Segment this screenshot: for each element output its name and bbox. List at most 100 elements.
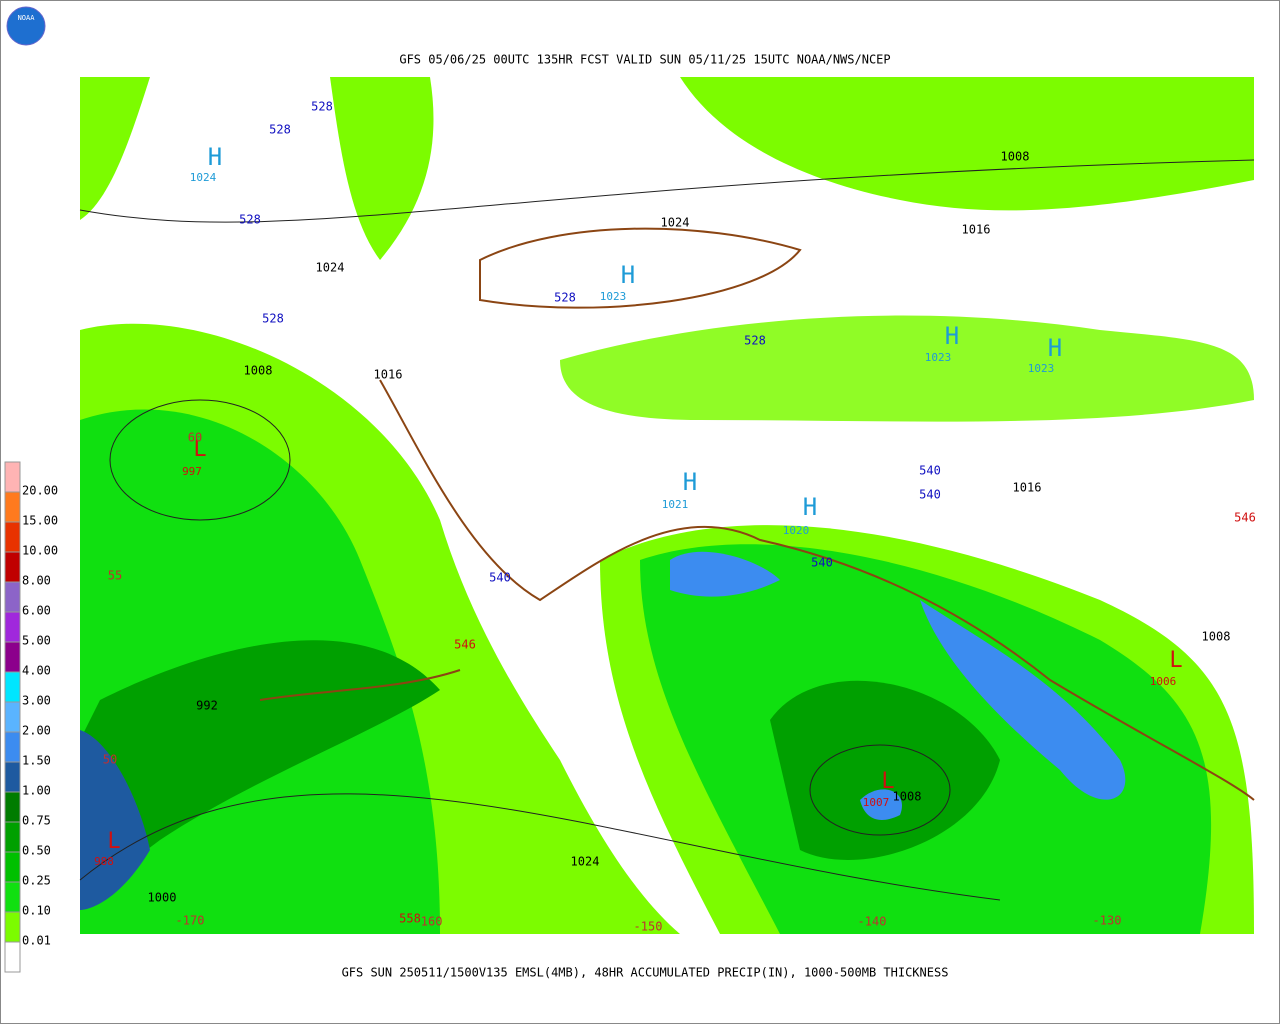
high-pressure: 1023 [925,351,952,364]
legend-swatch [4,941,21,973]
caption: GFS SUN 250511/1500V135 EMSL(4MB), 48HR … [342,966,949,980]
high-symbol: H [945,322,959,350]
legend: 0.01 0.10 0.25 0.50 0.75 1.00 1.50 2.00 3.00 4.00… [4,461,58,973]
high-symbol: H [803,493,817,521]
precip [80,640,440,900]
low-symbol: L [881,769,894,794]
latitude-label: 60 [188,431,202,445]
legend-swatch [4,881,21,913]
title: GFS 05/06/25 00UTC 135HR FCST VALID SUN … [399,53,890,67]
latitude-label: 50 [103,753,117,767]
precip [860,789,902,820]
low-symbol: L [1169,648,1182,673]
isobar-label: 1008 [1001,150,1030,164]
legend-label: 1.00 [22,784,51,798]
isobar-label: 1008 [1202,630,1231,644]
longitude-label: -150 [634,920,663,934]
legend-swatch [4,731,21,763]
thickness-label: 528 [262,312,284,326]
thickness-label: 546 [454,638,476,652]
low-symbol: L [193,437,206,462]
legend-swatch [4,851,21,883]
legend-label: 0.50 [22,844,51,858]
legend-label: 8.00 [22,574,51,588]
precip [560,315,1254,422]
high-symbol: H [683,468,697,496]
legend-swatch [4,461,21,493]
legend-swatch [4,911,21,943]
coastline [379,379,1255,801]
legend-swatch [4,521,21,553]
low-symbol: L [107,829,120,854]
precip [670,551,780,597]
precip [330,77,434,260]
low-pressure: 997 [182,465,202,478]
legend-swatch [4,761,21,793]
longitude-label: -140 [858,915,887,929]
isobar-label: 1008 [244,364,273,378]
thickness-label: 528 [554,291,576,305]
legend-label: 6.00 [22,604,51,618]
high-pressure: 1023 [1028,362,1055,375]
legend-swatch [4,491,21,523]
high-pressure: 1020 [783,524,810,537]
thickness-label: 540 [919,464,941,478]
precip [920,600,1126,800]
isobar-label: 1008 [893,790,922,804]
legend-swatch [4,641,21,673]
logo-text: NOAA [18,14,36,22]
thickness-label: 528 [239,213,261,227]
thickness-label: 546 [1234,511,1256,525]
isobar [109,399,291,521]
isobar-label: 1016 [962,223,991,237]
logo [6,6,46,46]
isobar [79,159,1255,223]
high-pressure: 1023 [600,290,627,303]
map [79,77,1255,934]
longitude-label: -170 [176,914,205,928]
precip [80,77,150,220]
isobar-label: 1024 [661,216,690,230]
isobar-label: 992 [196,699,218,713]
legend-label: 0.25 [22,874,51,888]
legend-label: 15.00 [22,514,58,528]
legend-label: 10.00 [22,544,58,558]
legend-swatch [4,551,21,583]
legend-label: 0.75 [22,814,51,828]
thickness-label: 528 [269,123,291,137]
legend-label: 0.01 [22,934,51,948]
low-pressure: 1006 [1150,675,1177,688]
isobar [809,744,951,836]
precip [80,730,150,910]
thickness-label: 528 [311,100,333,114]
thickness-label: 528 [744,334,766,348]
legend-swatch [4,821,21,853]
longitude-label: -130 [1093,914,1122,928]
legend-label: 2.00 [22,724,51,738]
coastline [479,227,802,309]
isobar-label: 1016 [1013,481,1042,495]
isobar-label: 1024 [571,855,600,869]
legend-label: 0.10 [22,904,51,918]
precip [680,77,1254,211]
legend-label: 1.50 [22,754,51,768]
isobar-label: 1016 [374,368,403,382]
longitude-label: -160 [414,915,443,929]
low-pressure: 1007 [863,796,890,809]
legend-swatch [4,581,21,613]
high-symbol: H [1048,334,1062,362]
thickness-label: 540 [919,488,941,502]
precip [770,680,1000,860]
legend-label: 3.00 [22,694,51,708]
legend-swatch [4,611,21,643]
low-pressure: 988 [94,855,114,868]
latitude-label: 55 [108,569,122,583]
high-pressure: 1024 [190,171,217,184]
coastline [259,669,461,701]
isobar-label: 1000 [148,891,177,905]
high-pressure: 1021 [662,498,689,511]
high-symbol: H [621,261,635,289]
legend-label: 4.00 [22,664,51,678]
thickness-label: 540 [811,556,833,570]
